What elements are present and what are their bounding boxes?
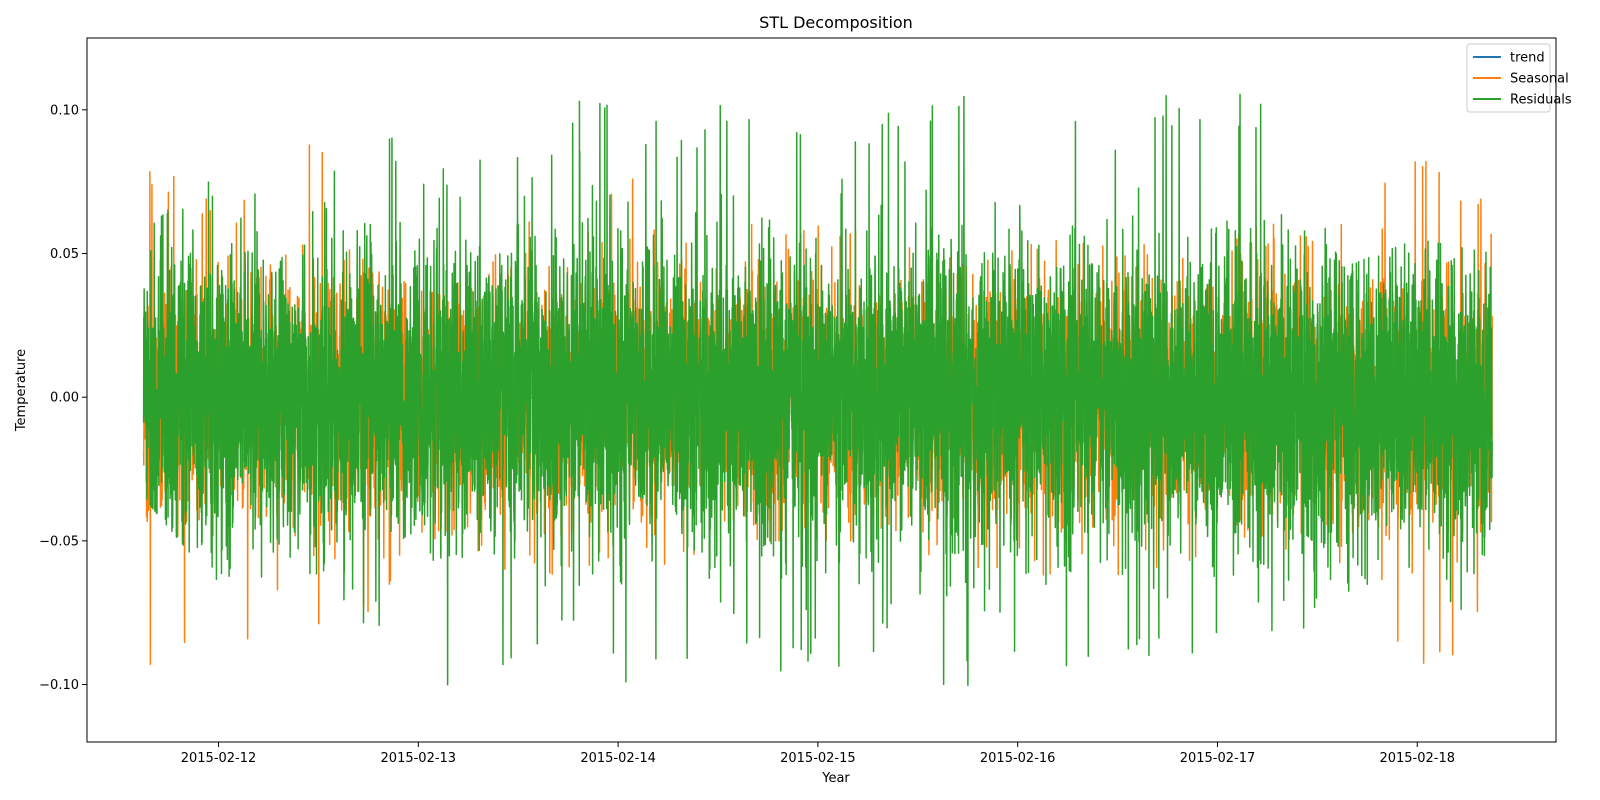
y-tick-label: 0.05 (50, 247, 79, 262)
legend-label: trend (1510, 51, 1545, 66)
legend-label: Residuals (1510, 93, 1572, 108)
y-tick-label: 0.00 (50, 391, 79, 406)
x-axis: 2015-02-12 2015-02-13 2015-02-14 2015-02-15… (181, 742, 1455, 766)
x-tick-label: 2015-02-18 (1379, 751, 1455, 766)
legend-box (1466, 43, 1551, 113)
plot-frame (86, 37, 1557, 743)
y-axis: −0.10 −0.05 0.00 0.05 0.10 (39, 103, 87, 693)
chart-title: STL Decomposition (759, 13, 913, 32)
y-axis-label: Temperature (14, 349, 29, 432)
y-tick-label: −0.05 (39, 534, 79, 549)
x-axis-label: Year (821, 771, 850, 786)
legend-label: Seasonal (1510, 72, 1569, 87)
y-tick-label: 0.10 (50, 103, 79, 118)
x-tick-label: 2015-02-15 (780, 751, 856, 766)
x-tick-label: 2015-02-16 (980, 751, 1056, 766)
x-tick-label: 2015-02-13 (381, 751, 457, 766)
x-tick-label: 2015-02-17 (1180, 751, 1256, 766)
x-tick-label: 2015-02-14 (580, 751, 656, 766)
legend: trend Seasonal Residuals (1466, 43, 1572, 113)
series-line-residuals (142, 93, 1493, 687)
series-layer (142, 93, 1493, 687)
y-tick-label: −0.10 (39, 678, 79, 693)
x-tick-label: 2015-02-12 (181, 751, 257, 766)
